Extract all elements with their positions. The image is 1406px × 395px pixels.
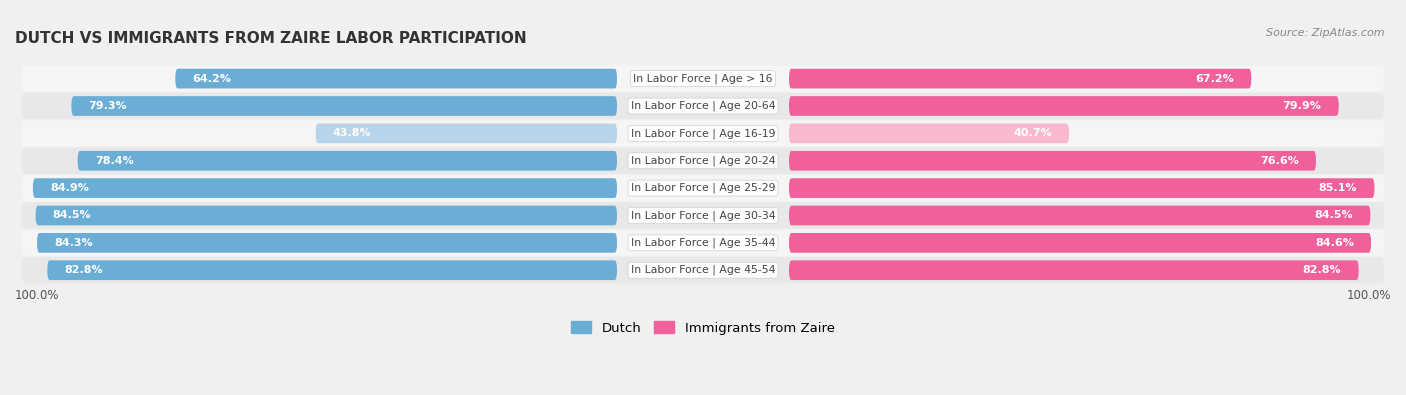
- Text: 82.8%: 82.8%: [1303, 265, 1341, 275]
- Text: 84.5%: 84.5%: [53, 211, 91, 220]
- Text: In Labor Force | Age 35-44: In Labor Force | Age 35-44: [631, 238, 775, 248]
- Text: 82.8%: 82.8%: [65, 265, 103, 275]
- FancyBboxPatch shape: [789, 206, 1371, 225]
- Text: In Labor Force | Age 20-24: In Labor Force | Age 20-24: [631, 156, 775, 166]
- FancyBboxPatch shape: [789, 69, 1251, 88]
- Text: 100.0%: 100.0%: [1347, 290, 1391, 303]
- FancyBboxPatch shape: [789, 178, 1375, 198]
- Text: 79.3%: 79.3%: [89, 101, 127, 111]
- FancyBboxPatch shape: [22, 120, 1384, 147]
- Text: In Labor Force | Age 20-64: In Labor Force | Age 20-64: [631, 101, 775, 111]
- Text: 40.7%: 40.7%: [1014, 128, 1052, 138]
- Text: In Labor Force | Age 30-34: In Labor Force | Age 30-34: [631, 210, 775, 221]
- FancyBboxPatch shape: [22, 257, 1384, 283]
- Text: 43.8%: 43.8%: [333, 128, 371, 138]
- Text: 78.4%: 78.4%: [94, 156, 134, 166]
- Text: In Labor Force | Age 45-54: In Labor Force | Age 45-54: [631, 265, 775, 275]
- FancyBboxPatch shape: [22, 66, 1384, 92]
- FancyBboxPatch shape: [176, 69, 617, 88]
- Text: In Labor Force | Age > 16: In Labor Force | Age > 16: [633, 73, 773, 84]
- FancyBboxPatch shape: [22, 148, 1384, 174]
- FancyBboxPatch shape: [789, 151, 1316, 171]
- FancyBboxPatch shape: [22, 230, 1384, 256]
- Text: 67.2%: 67.2%: [1195, 73, 1234, 84]
- Text: 85.1%: 85.1%: [1319, 183, 1357, 193]
- Text: 84.6%: 84.6%: [1315, 238, 1354, 248]
- Text: Source: ZipAtlas.com: Source: ZipAtlas.com: [1267, 28, 1385, 38]
- Text: 84.3%: 84.3%: [55, 238, 93, 248]
- Text: 84.9%: 84.9%: [51, 183, 89, 193]
- FancyBboxPatch shape: [789, 124, 1069, 143]
- FancyBboxPatch shape: [77, 151, 617, 171]
- Text: 84.5%: 84.5%: [1315, 211, 1353, 220]
- Text: 100.0%: 100.0%: [15, 290, 59, 303]
- Text: 64.2%: 64.2%: [193, 73, 232, 84]
- Text: In Labor Force | Age 16-19: In Labor Force | Age 16-19: [631, 128, 775, 139]
- FancyBboxPatch shape: [35, 206, 617, 225]
- Text: In Labor Force | Age 25-29: In Labor Force | Age 25-29: [631, 183, 775, 194]
- FancyBboxPatch shape: [48, 260, 617, 280]
- Text: 76.6%: 76.6%: [1260, 156, 1299, 166]
- FancyBboxPatch shape: [32, 178, 617, 198]
- Text: 79.9%: 79.9%: [1282, 101, 1322, 111]
- FancyBboxPatch shape: [789, 260, 1358, 280]
- Legend: Dutch, Immigrants from Zaire: Dutch, Immigrants from Zaire: [565, 316, 841, 340]
- FancyBboxPatch shape: [22, 202, 1384, 229]
- FancyBboxPatch shape: [789, 233, 1371, 253]
- FancyBboxPatch shape: [22, 175, 1384, 201]
- FancyBboxPatch shape: [316, 124, 617, 143]
- FancyBboxPatch shape: [72, 96, 617, 116]
- FancyBboxPatch shape: [22, 93, 1384, 119]
- FancyBboxPatch shape: [789, 96, 1339, 116]
- FancyBboxPatch shape: [37, 233, 617, 253]
- Text: DUTCH VS IMMIGRANTS FROM ZAIRE LABOR PARTICIPATION: DUTCH VS IMMIGRANTS FROM ZAIRE LABOR PAR…: [15, 31, 527, 46]
